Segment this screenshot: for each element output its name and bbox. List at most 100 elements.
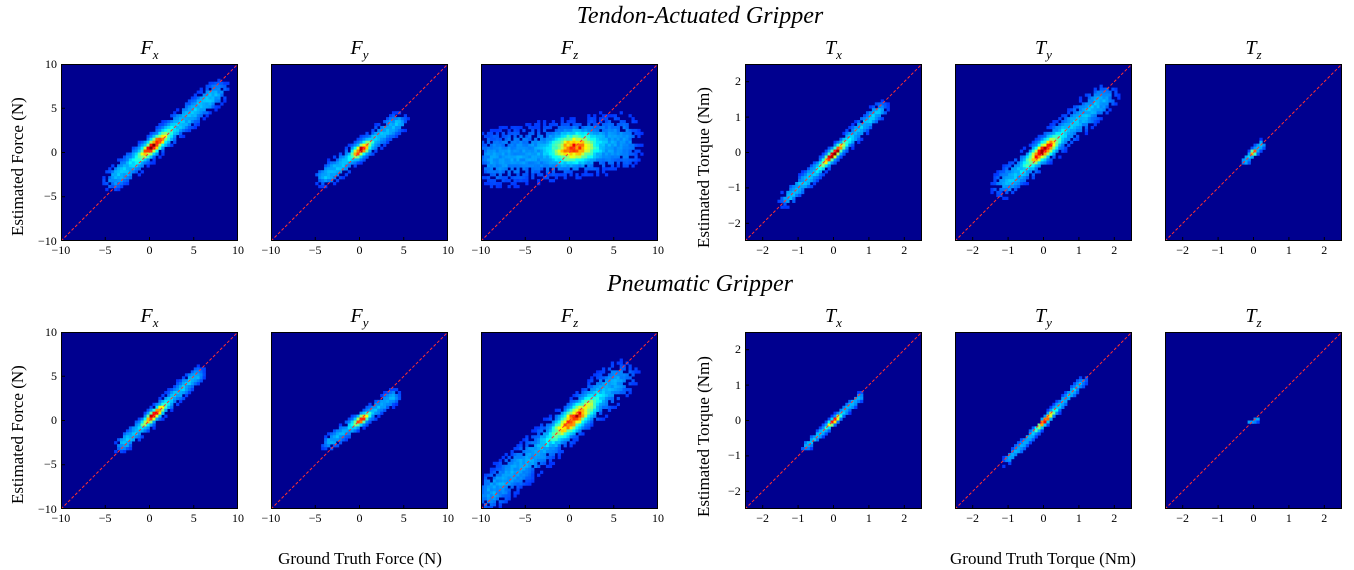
x-tick-label: 1 — [1075, 511, 1082, 525]
ylabel-force-bottom: Estimated Force (N) — [8, 365, 27, 504]
identity-line — [1165, 332, 1342, 509]
panel-title-fx-row1: Fx — [140, 305, 159, 330]
identity-line — [955, 64, 1132, 241]
x-tick-label: 2 — [1111, 243, 1118, 257]
x-tick-label: −10 — [51, 511, 71, 525]
panel-title-tx-row0: Tx — [825, 37, 842, 62]
x-tick-label: 0 — [566, 511, 573, 525]
identity-line — [745, 332, 922, 509]
x-tick-label: −2 — [966, 243, 979, 257]
y-tick-label: 10 — [45, 56, 57, 71]
identity-line — [481, 64, 658, 241]
x-tick-label: 0 — [1040, 511, 1047, 525]
x-tick-label: 10 — [442, 511, 454, 525]
panel-frame — [1165, 64, 1342, 241]
heatmap-cells — [481, 111, 644, 189]
x-tick-label: 2 — [901, 511, 908, 525]
panel-frame — [271, 64, 448, 241]
panel-title-ty-row1: Ty — [1035, 305, 1052, 330]
x-tick-label: 1 — [1075, 243, 1082, 257]
panel-frame — [481, 64, 658, 241]
heatmap-panel-fy-row1 — [271, 332, 448, 509]
x-tick-label: −1 — [791, 511, 805, 525]
x-tick-label: −2 — [756, 243, 769, 257]
x-tick-label: 0 — [830, 511, 837, 525]
x-tick-label: −10 — [471, 511, 491, 525]
identity-line — [1165, 64, 1342, 241]
ylabel-torque-top: Estimated Torque (Nm) — [694, 87, 713, 248]
x-tick-label: −5 — [308, 511, 322, 525]
y-tick-label: −10 — [38, 501, 57, 516]
y-tick-label: 1 — [735, 109, 741, 124]
y-tick-label: −2 — [728, 215, 741, 230]
x-tick-label: −5 — [98, 243, 112, 257]
y-tick-label: 0 — [735, 413, 741, 427]
x-tick-label: −1 — [1001, 243, 1015, 257]
x-tick-label: 0 — [356, 243, 363, 257]
x-tick-label: 10 — [442, 243, 454, 257]
y-tick-label: −1 — [728, 448, 741, 463]
x-tick-label: 2 — [1321, 511, 1328, 525]
x-tick-label: 1 — [1285, 511, 1292, 525]
xlabel-force: Ground Truth Force (N) — [278, 549, 442, 568]
x-tick-label: 5 — [610, 511, 617, 525]
x-tick-label: −5 — [518, 511, 532, 525]
ylabel-torque-bottom: Estimated Torque (Nm) — [694, 356, 713, 517]
x-tick-label: 0 — [146, 511, 153, 525]
x-tick-label: −2 — [966, 511, 979, 525]
x-tick-label: −5 — [98, 511, 112, 525]
heatmap-cells — [990, 84, 1121, 200]
y-tick-label: 10 — [45, 324, 57, 339]
x-tick-label: −1 — [791, 243, 805, 257]
y-tick-label: 0 — [735, 145, 741, 159]
heatmap-cells — [315, 111, 410, 189]
y-tick-label: 0 — [51, 145, 57, 159]
heatmap-panel-ty-row1 — [955, 332, 1132, 509]
identity-line — [61, 332, 238, 509]
row-title-tendon: Tendon-Actuated Gripper — [576, 3, 824, 29]
x-tick-label: 5 — [400, 511, 407, 525]
identity-line — [745, 64, 922, 241]
xlabel-torque: Ground Truth Torque (Nm) — [950, 549, 1136, 568]
y-tick-label: 0 — [51, 413, 57, 427]
x-tick-label: 5 — [400, 243, 407, 257]
x-tick-label: −1 — [1211, 511, 1225, 525]
panel-frame — [955, 332, 1132, 509]
x-tick-label: 1 — [865, 511, 872, 525]
heatmap-panel-ty-row0 — [955, 64, 1132, 241]
identity-line — [271, 332, 448, 509]
row-title-pneumatic: Pneumatic Gripper — [607, 271, 793, 297]
x-tick-label: 0 — [146, 243, 153, 257]
x-tick-label: 10 — [652, 243, 664, 257]
x-tick-label: 5 — [610, 243, 617, 257]
panel-frame — [271, 332, 448, 509]
identity-line — [481, 332, 658, 509]
y-tick-label: 2 — [735, 74, 741, 89]
x-tick-label: −2 — [1176, 243, 1189, 257]
panel-frame — [61, 64, 238, 241]
x-tick-label: 1 — [1285, 243, 1292, 257]
panel-frame — [61, 332, 238, 509]
identity-line — [955, 332, 1132, 509]
panel-title-fy-row0: Fy — [350, 37, 369, 62]
y-tick-label: 5 — [51, 100, 57, 115]
y-tick-label: 1 — [735, 377, 741, 392]
x-tick-label: 2 — [901, 243, 908, 257]
panel-title-tz-row1: Tz — [1245, 305, 1262, 330]
x-tick-label: −10 — [471, 243, 491, 257]
y-tick-label: −1 — [728, 180, 741, 195]
x-tick-label: 0 — [830, 243, 837, 257]
panel-frame — [481, 332, 658, 509]
heatmap-panel-tz-row1 — [1165, 332, 1342, 509]
panel-title-fx-row0: Fx — [140, 37, 159, 62]
heatmap-cells — [321, 388, 402, 451]
x-tick-label: 0 — [566, 243, 573, 257]
panel-title-fz-row0: Fz — [560, 37, 579, 62]
x-tick-label: −10 — [261, 511, 281, 525]
panel-frame — [745, 332, 922, 509]
panel-frame — [745, 64, 922, 241]
heatmap-panel-fy-row0 — [271, 64, 448, 241]
panel-title-tx-row1: Tx — [825, 305, 842, 330]
heatmap-cells — [114, 364, 206, 454]
panel-frame — [1165, 332, 1342, 509]
